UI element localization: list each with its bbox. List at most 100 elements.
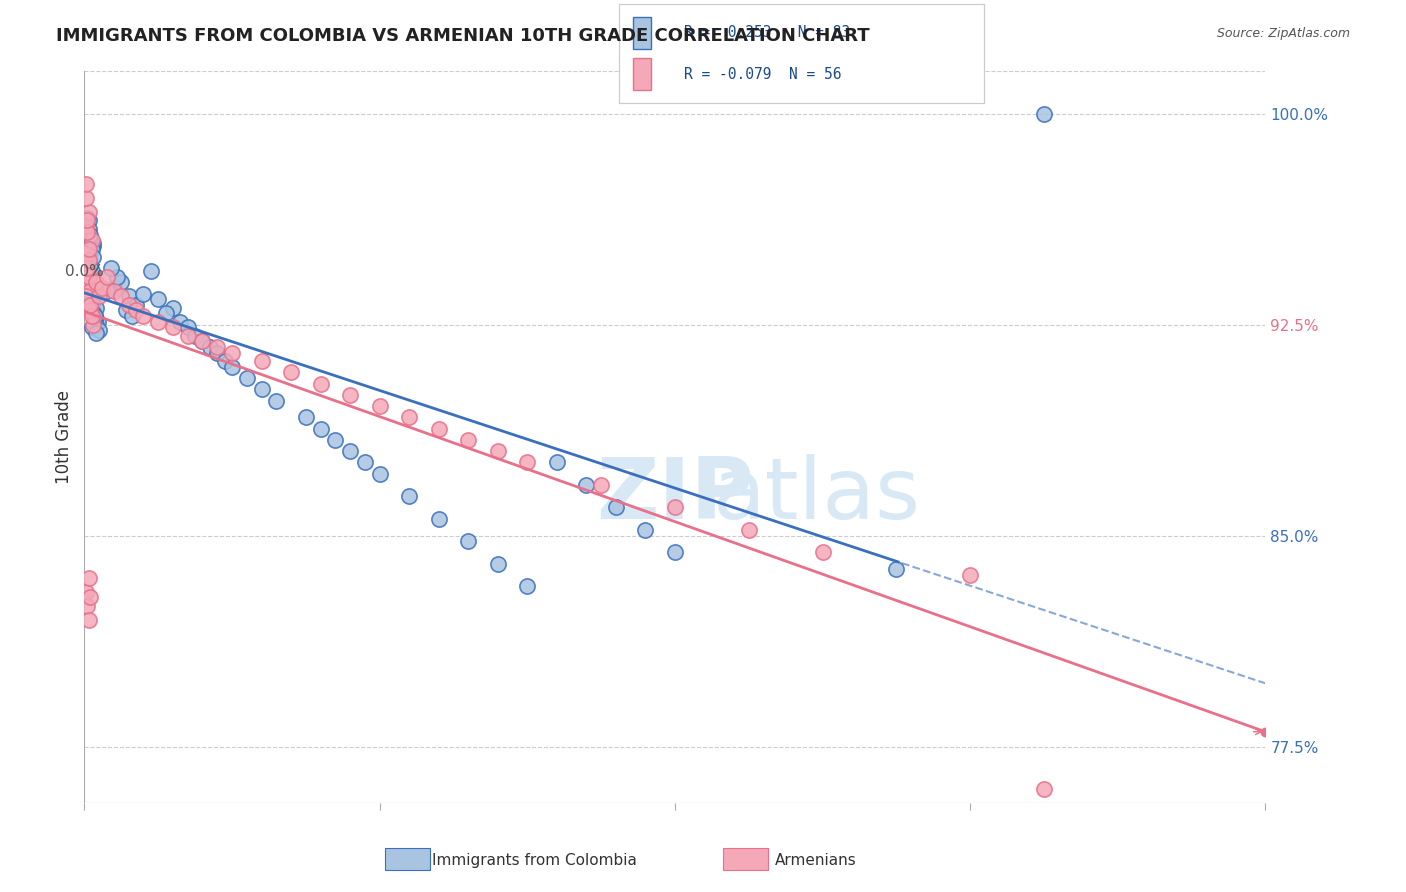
Immigrants from Colombia [103, 281, 125, 295]
Immigrants from Colombia [118, 289, 141, 303]
Immigrants from Colombia [121, 309, 143, 323]
Immigrants from Colombia [205, 345, 228, 359]
Armenians [125, 303, 148, 318]
Immigrants from Colombia [80, 292, 103, 306]
Immigrants from Colombia [79, 295, 101, 310]
Immigrants from Colombia [184, 328, 207, 343]
Immigrants from Colombia [79, 284, 101, 298]
Immigrants from Colombia [214, 354, 236, 368]
Armenians [79, 298, 101, 312]
Immigrants from Colombia [177, 320, 200, 334]
Immigrants from Colombia [191, 334, 214, 349]
Text: Source: ZipAtlas.com: Source: ZipAtlas.com [1216, 27, 1350, 40]
Immigrants from Colombia [221, 359, 243, 374]
Immigrants from Colombia [323, 433, 347, 447]
Armenians [110, 289, 132, 303]
Immigrants from Colombia [77, 213, 100, 227]
Immigrants from Colombia [148, 292, 170, 306]
Immigrants from Colombia [89, 323, 111, 337]
Immigrants from Colombia [110, 276, 132, 290]
Immigrants from Colombia [139, 264, 162, 278]
Armenians [457, 433, 479, 447]
Y-axis label: 10th Grade: 10th Grade [55, 390, 73, 484]
Armenians [77, 242, 100, 256]
Text: R =  0.253   N = 83: R = 0.253 N = 83 [685, 25, 851, 40]
Armenians [191, 334, 214, 349]
Immigrants from Colombia [77, 286, 100, 301]
Immigrants from Colombia [886, 562, 908, 576]
Armenians [516, 455, 538, 469]
Armenians [80, 309, 103, 323]
Armenians [664, 500, 686, 515]
Immigrants from Colombia [82, 250, 104, 264]
Immigrants from Colombia [634, 523, 657, 537]
Armenians [309, 376, 332, 391]
Text: atlas: atlas [713, 454, 921, 537]
Armenians [77, 613, 100, 627]
Immigrants from Colombia [79, 259, 101, 273]
Armenians [77, 205, 100, 219]
Immigrants from Colombia [84, 326, 107, 340]
Immigrants from Colombia [86, 315, 108, 329]
Armenians [118, 298, 141, 312]
Armenians [79, 284, 101, 298]
Immigrants from Colombia [162, 301, 184, 315]
Immigrants from Colombia [83, 309, 105, 323]
Text: IMMIGRANTS FROM COLOMBIA VS ARMENIAN 10TH GRADE CORRELATION CHART: IMMIGRANTS FROM COLOMBIA VS ARMENIAN 10T… [56, 27, 870, 45]
Immigrants from Colombia [76, 211, 98, 225]
Armenians [76, 213, 98, 227]
Armenians [103, 284, 125, 298]
Immigrants from Colombia [575, 478, 598, 492]
Immigrants from Colombia [250, 382, 273, 396]
Armenians [77, 571, 100, 585]
Immigrants from Colombia [169, 315, 191, 329]
Immigrants from Colombia [398, 489, 420, 503]
Immigrants from Colombia [79, 227, 101, 242]
Immigrants from Colombia [75, 269, 97, 284]
Armenians [738, 523, 761, 537]
Armenians [162, 320, 184, 334]
Armenians [84, 276, 107, 290]
Immigrants from Colombia [82, 235, 104, 250]
Immigrants from Colombia [427, 511, 450, 525]
Immigrants from Colombia [83, 309, 105, 323]
Armenians [75, 289, 97, 303]
Armenians [80, 233, 103, 247]
Text: Armenians: Armenians [775, 854, 856, 868]
Immigrants from Colombia [486, 557, 509, 571]
Immigrants from Colombia [516, 579, 538, 593]
Immigrants from Colombia [114, 303, 136, 318]
Armenians [221, 345, 243, 359]
Immigrants from Colombia [77, 252, 100, 267]
Immigrants from Colombia [82, 303, 104, 318]
Immigrants from Colombia [546, 455, 568, 469]
Armenians [205, 340, 228, 354]
Armenians [339, 388, 361, 402]
Armenians [82, 318, 104, 332]
Immigrants from Colombia [236, 371, 259, 385]
Immigrants from Colombia [80, 320, 103, 334]
Armenians [76, 281, 98, 295]
Immigrants from Colombia [79, 230, 101, 244]
Text: R = -0.079  N = 56: R = -0.079 N = 56 [685, 67, 842, 82]
Immigrants from Colombia [354, 455, 377, 469]
Armenians [427, 422, 450, 436]
Immigrants from Colombia [82, 239, 104, 253]
Armenians [398, 410, 420, 425]
Immigrants from Colombia [198, 340, 221, 354]
Immigrants from Colombia [80, 298, 103, 312]
Immigrants from Colombia [76, 233, 98, 247]
Armenians [77, 252, 100, 267]
Immigrants from Colombia [84, 301, 107, 315]
Armenians [75, 191, 97, 205]
Immigrants from Colombia [457, 534, 479, 549]
Immigrants from Colombia [84, 318, 107, 332]
Armenians [76, 247, 98, 261]
Armenians [76, 225, 98, 239]
Armenians [76, 261, 98, 276]
Armenians [177, 328, 200, 343]
Armenians [89, 289, 111, 303]
Immigrants from Colombia [100, 261, 122, 276]
Bar [633, 59, 651, 90]
Armenians [250, 354, 273, 368]
